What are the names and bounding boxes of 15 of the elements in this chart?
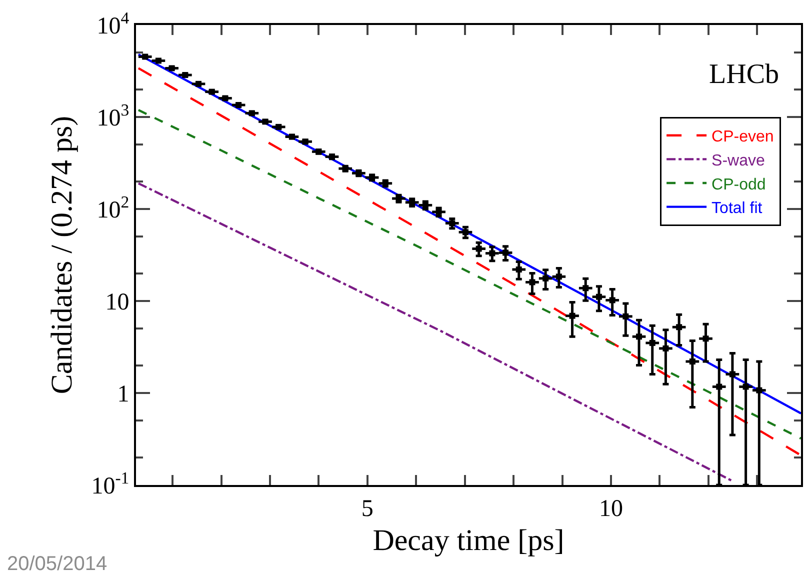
legend-label: CP-even	[712, 128, 774, 146]
x-axis-title: Decay time [ps]	[372, 524, 564, 557]
legend-label: CP-odd	[712, 176, 766, 194]
annotation: LHCb	[709, 59, 779, 90]
text: 20/05/2014	[7, 553, 108, 575]
x-tick-label: 5	[361, 496, 374, 522]
y-tick-label: 10$^{2}$	[96, 192, 130, 224]
y-tick-label: 10$^{3}$	[96, 100, 130, 132]
y-tick-label: 10	[105, 289, 130, 316]
y-tick-label: 10$^{4}$	[96, 8, 130, 40]
y-axis-title: Candidates / (0.274 ps)	[46, 116, 79, 394]
y-tick-label: 1	[117, 381, 130, 408]
legend-label: Total fit	[712, 200, 763, 218]
legend-label: S-wave	[712, 152, 766, 170]
y-tick-label: 10$^{-1}$	[91, 468, 130, 500]
